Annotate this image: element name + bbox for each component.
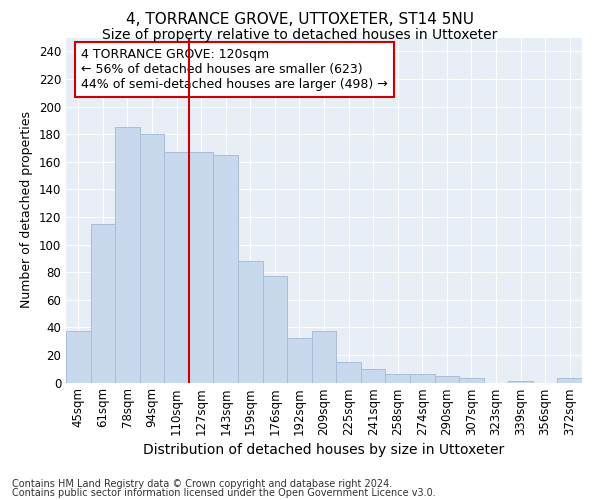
Bar <box>459 378 484 382</box>
Text: 4, TORRANCE GROVE, UTTOXETER, ST14 5NU: 4, TORRANCE GROVE, UTTOXETER, ST14 5NU <box>126 12 474 28</box>
Text: Contains public sector information licensed under the Open Government Licence v3: Contains public sector information licen… <box>12 488 436 498</box>
Bar <box>189 152 214 382</box>
Bar <box>508 381 533 382</box>
Bar <box>312 332 336 382</box>
Bar <box>336 362 361 382</box>
X-axis label: Distribution of detached houses by size in Uttoxeter: Distribution of detached houses by size … <box>143 444 505 458</box>
Bar <box>385 374 410 382</box>
Bar <box>214 155 238 382</box>
Bar <box>66 332 91 382</box>
Bar <box>287 338 312 382</box>
Bar <box>91 224 115 382</box>
Y-axis label: Number of detached properties: Number of detached properties <box>20 112 33 308</box>
Bar <box>115 127 140 382</box>
Bar <box>164 152 189 382</box>
Text: 4 TORRANCE GROVE: 120sqm
← 56% of detached houses are smaller (623)
44% of semi-: 4 TORRANCE GROVE: 120sqm ← 56% of detach… <box>82 48 388 91</box>
Bar <box>361 368 385 382</box>
Text: Size of property relative to detached houses in Uttoxeter: Size of property relative to detached ho… <box>103 28 497 42</box>
Bar <box>434 376 459 382</box>
Text: Contains HM Land Registry data © Crown copyright and database right 2024.: Contains HM Land Registry data © Crown c… <box>12 479 392 489</box>
Bar <box>263 276 287 382</box>
Bar <box>140 134 164 382</box>
Bar <box>557 378 582 382</box>
Bar <box>238 261 263 382</box>
Bar <box>410 374 434 382</box>
